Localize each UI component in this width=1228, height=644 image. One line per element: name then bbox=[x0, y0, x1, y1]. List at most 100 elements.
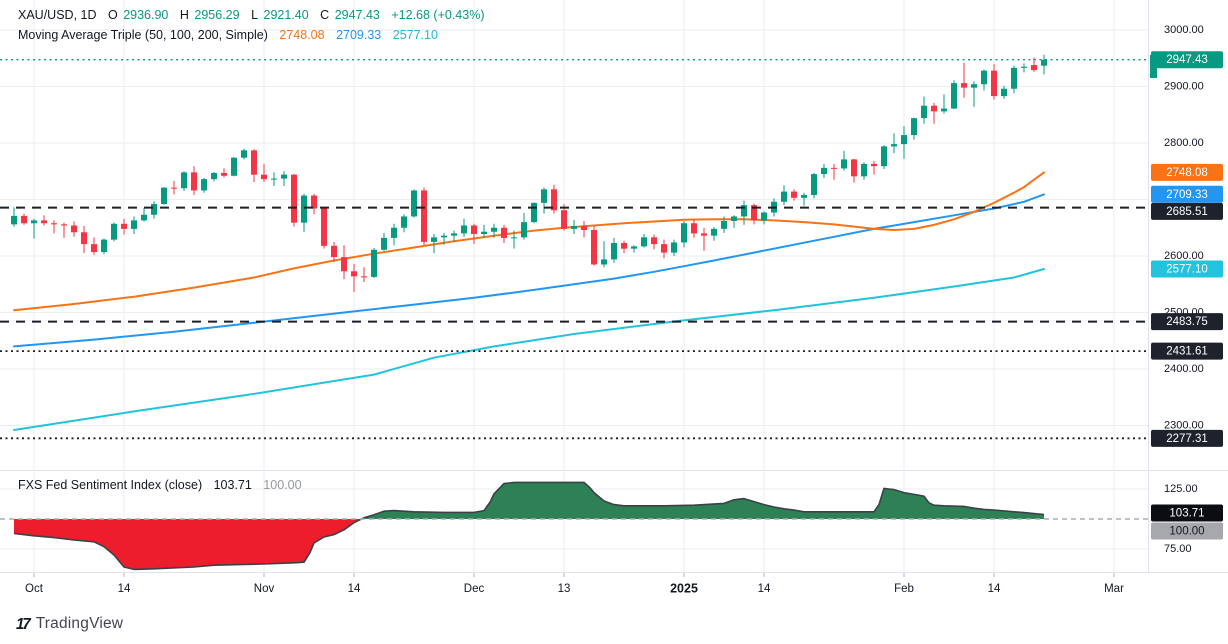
candle bbox=[781, 185, 787, 206]
candle bbox=[861, 162, 867, 180]
sentiment-area-negative bbox=[14, 519, 1044, 570]
candle bbox=[881, 145, 887, 169]
svg-text:100.00: 100.00 bbox=[1169, 526, 1204, 538]
candle bbox=[691, 219, 697, 238]
time-tick-label: 14 bbox=[118, 583, 131, 595]
ma50-value: 2748.08 bbox=[279, 28, 325, 42]
candle bbox=[1011, 65, 1017, 94]
candle bbox=[61, 222, 67, 238]
candle bbox=[511, 230, 517, 249]
open-label: O bbox=[107, 8, 118, 22]
time-tick-label: 13 bbox=[558, 583, 571, 595]
candle bbox=[291, 174, 297, 227]
candle bbox=[751, 203, 757, 225]
candle bbox=[991, 63, 997, 100]
candle bbox=[601, 241, 607, 268]
candle bbox=[641, 233, 647, 248]
symbol-legend[interactable]: XAU/USD, 1D O 2936.90 H 2956.29 L 2921.4… bbox=[18, 8, 486, 22]
high-value: 2956.29 bbox=[194, 8, 240, 22]
price-tick-label: 2400.00 bbox=[1164, 363, 1204, 375]
candle bbox=[241, 148, 247, 160]
candle bbox=[51, 220, 57, 234]
time-tick-label: Oct bbox=[25, 583, 44, 595]
sentiment-last-value: 103.71 bbox=[213, 478, 252, 492]
ma-indicator-title: Moving Average Triple (50, 100, 200, Sim… bbox=[18, 28, 268, 42]
low-value: 2921.40 bbox=[263, 8, 309, 22]
candle bbox=[411, 189, 417, 218]
price-scale-last-bar-marker bbox=[1150, 55, 1157, 78]
candle bbox=[531, 202, 537, 224]
candle bbox=[401, 214, 407, 233]
candle bbox=[491, 223, 497, 238]
svg-text:2748.08: 2748.08 bbox=[1166, 167, 1208, 179]
sentiment-indicator-legend[interactable]: FXS Fed Sentiment Index (close) 103.71 1… bbox=[18, 478, 304, 492]
candle bbox=[761, 211, 767, 225]
candle bbox=[721, 216, 727, 233]
candle bbox=[701, 227, 707, 251]
ma-indicator-legend[interactable]: Moving Average Triple (50, 100, 200, Sim… bbox=[18, 28, 440, 42]
candle bbox=[1021, 63, 1027, 73]
candle bbox=[801, 192, 807, 206]
candle bbox=[181, 171, 187, 192]
candle bbox=[371, 248, 377, 279]
tradingview-logo[interactable]: 17 TradingView bbox=[16, 615, 123, 633]
sentiment-baseline-value: 100.00 bbox=[263, 478, 302, 492]
price-badge: 2748.08 bbox=[1151, 163, 1223, 181]
candle bbox=[111, 222, 117, 242]
value-tick-label: 75.00 bbox=[1164, 543, 1192, 555]
price-axis[interactable]: 3000.002900.002800.002600.002500.002400.… bbox=[1150, 24, 1223, 555]
open-value: 2936.90 bbox=[123, 8, 169, 22]
candle bbox=[931, 102, 937, 124]
candle bbox=[911, 117, 917, 140]
candle bbox=[631, 245, 637, 253]
candle bbox=[231, 157, 237, 177]
sentiment-line bbox=[13, 481, 1045, 571]
svg-text:2483.75: 2483.75 bbox=[1166, 316, 1208, 328]
time-tick-label: Mar bbox=[1104, 583, 1124, 595]
time-tick-label: Nov bbox=[254, 583, 275, 595]
candle bbox=[421, 187, 427, 246]
candle bbox=[661, 239, 667, 259]
candle bbox=[981, 69, 987, 91]
candle bbox=[161, 187, 167, 205]
candle bbox=[361, 267, 367, 282]
candle bbox=[551, 184, 557, 214]
candle bbox=[201, 178, 207, 193]
candle bbox=[31, 218, 37, 239]
tradingview-logo-icon: 17 bbox=[16, 615, 31, 633]
candle bbox=[211, 171, 217, 182]
candlestick-series bbox=[11, 54, 1047, 293]
candle bbox=[351, 263, 357, 293]
time-tick-label: 2025 bbox=[670, 581, 698, 595]
candle bbox=[441, 232, 447, 245]
candle bbox=[381, 232, 387, 251]
svg-text:2685.51: 2685.51 bbox=[1166, 206, 1208, 218]
price-badge: 2709.33 bbox=[1151, 185, 1223, 203]
candle bbox=[141, 207, 147, 222]
candle bbox=[21, 213, 27, 225]
high-label: H bbox=[179, 8, 189, 22]
candle bbox=[131, 216, 137, 234]
candle bbox=[271, 172, 277, 186]
sentiment-area bbox=[0, 481, 1148, 571]
candle bbox=[851, 158, 857, 183]
candle bbox=[821, 163, 827, 179]
price-tick-label: 2900.00 bbox=[1164, 80, 1204, 92]
candle bbox=[651, 234, 657, 250]
candle bbox=[1001, 85, 1007, 99]
candle bbox=[451, 230, 457, 242]
sma-200-line bbox=[13, 268, 1045, 431]
time-axis[interactable]: Oct 14 Nov 14 Dec 13 2025 14 Feb 14 Mar bbox=[25, 573, 1124, 595]
candle bbox=[171, 180, 177, 195]
price-tick-label: 3000.00 bbox=[1164, 24, 1204, 36]
candle bbox=[81, 226, 87, 254]
svg-text:103.71: 103.71 bbox=[1169, 508, 1204, 520]
candle bbox=[91, 237, 97, 255]
ma100-value: 2709.33 bbox=[336, 28, 382, 42]
price-tick-label: 2600.00 bbox=[1164, 250, 1204, 262]
candle bbox=[841, 150, 847, 171]
candle bbox=[481, 224, 487, 238]
low-label: L bbox=[251, 8, 259, 22]
candle bbox=[891, 133, 897, 154]
